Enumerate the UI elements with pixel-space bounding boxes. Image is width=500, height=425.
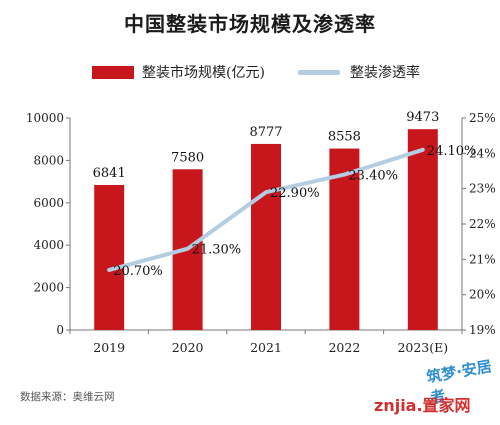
x-tick-label: 2021 <box>250 340 282 355</box>
legend-swatch-bar <box>92 65 134 79</box>
y-right-tick-label: 21% <box>469 252 496 266</box>
y-right-tick-label: 19% <box>469 323 496 337</box>
bar-market-size <box>251 143 281 330</box>
legend-item-market-size: 整装市场规模(亿元) <box>92 62 265 82</box>
legend-item-penetration: 整装渗透率 <box>298 62 420 82</box>
line-value-label: 22.90% <box>270 186 320 201</box>
chart-legend: 整装市场规模(亿元) 整装渗透率 <box>0 62 500 86</box>
line-point-penetration <box>421 148 425 152</box>
line-value-label: 23.40% <box>348 169 398 184</box>
line-point-penetration <box>342 173 346 177</box>
bar-value-label: 9473 <box>406 110 439 125</box>
y-left-tick-label: 8000 <box>33 153 64 167</box>
legend-label-penetration: 整装渗透率 <box>350 65 420 81</box>
x-tick-label: 2019 <box>93 340 125 355</box>
y-left-tick-label: 2000 <box>33 281 64 295</box>
y-right-tick-label: 20% <box>469 288 496 302</box>
x-tick-label: 2023(E) <box>397 340 448 355</box>
y-right-tick-label: 25% <box>469 111 496 125</box>
line-value-label: 21.30% <box>192 243 242 258</box>
line-point-penetration <box>107 268 111 272</box>
y-right-tick-label: 22% <box>469 217 496 231</box>
y-right-tick-label: 23% <box>469 182 496 196</box>
bar-value-label: 6841 <box>93 166 126 181</box>
line-value-label: 24.10% <box>427 144 477 159</box>
line-point-penetration <box>186 247 190 251</box>
y-left-tick-label: 4000 <box>33 238 64 252</box>
bar-value-label: 7580 <box>171 150 204 165</box>
y-right-tick-label: 24% <box>469 146 496 160</box>
bar-value-label: 8558 <box>328 130 361 145</box>
x-tick-label: 2022 <box>328 340 360 355</box>
line-point-penetration <box>264 190 268 194</box>
watermark-line2: znjia.置家网 <box>374 396 471 415</box>
x-tick-label: 2020 <box>172 340 204 355</box>
bar-market-size <box>94 184 125 330</box>
y-left-tick-label: 10000 <box>26 111 64 125</box>
source-note: 数据来源：奥维云网 <box>20 391 115 403</box>
chart-title: 中国整装市场规模及渗透率 <box>124 12 376 36</box>
line-value-label: 20.70% <box>113 264 163 279</box>
bar-market-size <box>407 129 438 330</box>
y-left-tick-label: 6000 <box>33 196 64 210</box>
y-left-tick-label: 0 <box>56 323 64 337</box>
bar-value-label: 8777 <box>249 125 282 140</box>
legend-swatch-line <box>298 69 340 75</box>
legend-label-market-size: 整装市场规模(亿元) <box>142 65 265 81</box>
